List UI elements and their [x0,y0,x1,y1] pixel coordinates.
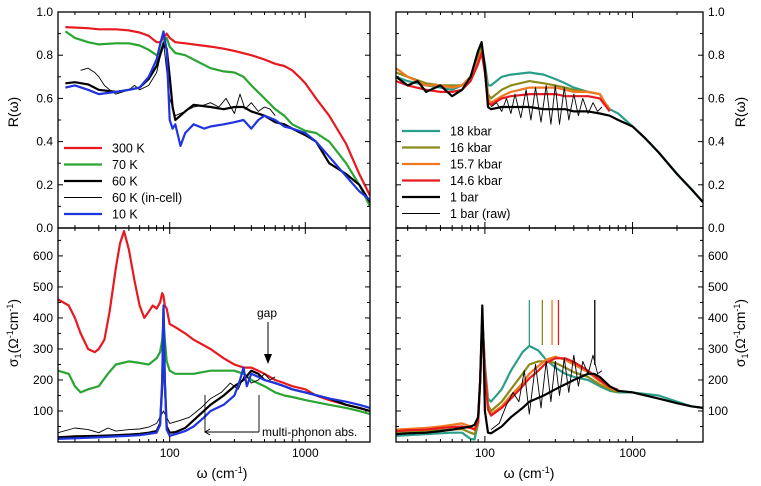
plot-frame [57,227,371,443]
series-line-70-k [64,30,370,207]
xlabel-right: ω (cm-1) [504,465,555,481]
y-tick-label: 500 [708,280,728,294]
series-line-1-bar-raw- [490,84,603,125]
annotation-gap: gap [257,306,277,320]
legend-label: 60 K (in-cell) [112,191,182,205]
y-tick-label: 1.0 [708,5,725,19]
panel-bl: 100 200 300 400 500 600 100 1000 gap multi-phonon… [33,227,371,460]
y-tick-label: 0.4 [36,135,53,149]
y-tick-label: 0.0 [708,221,725,235]
y-tick-label: 400 [708,311,728,325]
legend-label: 70 K [112,158,138,172]
annotation-gap-arrowhead [264,354,272,364]
ylabel-right-bottom: σ1(Ω-1cm-1) [732,299,750,367]
y-tick-label: 300 [708,342,728,356]
series-group [396,304,703,441]
y-tick-label: 600 [708,249,728,263]
series-line-10-k [58,304,370,440]
series-line-60-k [58,307,370,439]
series-line-300-k [58,230,370,413]
legend-label: 10 K [112,208,138,222]
legend-label: 300 K [112,142,145,156]
series-line-16-kbar [396,47,611,110]
legend-label: 60 K [112,175,138,189]
series-line-70-k [58,316,370,416]
series-line-18-kbar [396,316,703,441]
y-tick-label: 0.6 [708,91,725,105]
legend-label: 1 bar [450,191,479,205]
annotation-multiphonon: multi-phonon abs. [262,425,357,439]
annotation-range-arrow [204,428,211,436]
panel-br: 100 200 300 400 500 600 100 1000 [395,227,728,460]
panels: 0.0 0.2 0.4 0.6 0.8 1.0 300 K 70 K 60 K 60 K (in-… [33,5,728,460]
series-group [396,41,703,203]
series-group [58,230,370,440]
y-tick-label: 0.8 [708,48,725,62]
x-tick-label: 1000 [619,446,646,460]
x-tick-label: 1000 [292,446,319,460]
y-tick-label: 0.6 [36,91,53,105]
y-tick-label: 200 [33,373,53,387]
series-line-14-6-kbar [396,316,619,433]
y-tick-label: 500 [33,280,53,294]
ylabel-right-top: R(ω) [732,97,748,127]
x-tick-label: 100 [475,446,495,460]
y-tick-label: 400 [33,311,53,325]
legend-label: 15.7 kbar [450,158,502,172]
legend-label: 18 kbar [450,125,492,139]
series-line-14-6-kbar [396,51,611,113]
series-line-1-bar [396,304,703,436]
y-tick-label: 0.2 [708,178,725,192]
series-line-1-bar [396,41,703,203]
y-tick-label: 0.2 [36,178,53,192]
y-tick-label: 0.8 [36,48,53,62]
legend-label: 16 kbar [450,141,492,155]
y-tick-label: 0.0 [36,221,53,235]
ylabel-left-bottom: σ1(Ω-1cm-1) [5,299,23,367]
y-tick-label: 100 [708,404,728,418]
series-line-15-7-kbar [396,316,619,431]
panel-tl: 0.0 0.2 0.4 0.6 0.8 1.0 300 K 70 K 60 K 60 K (in-… [36,5,371,235]
plot-frame [395,11,704,229]
series-line-60-k-in-cell- [58,373,276,434]
legend-label: 1 bar (raw) [450,207,510,221]
legend-label: 14.6 kbar [450,174,502,188]
series-group [64,26,370,207]
series-line-60-k-in-cell- [80,41,276,117]
y-tick-label: 600 [33,249,53,263]
series-line-15-7-kbar [396,49,611,110]
y-tick-label: 300 [33,342,53,356]
series-line-18-kbar [396,45,703,203]
y-tick-label: 1.0 [36,5,53,19]
y-tick-label: 200 [708,373,728,387]
y-tick-label: 0.4 [708,135,725,149]
series-line-10-k [65,30,370,201]
panel-tr: 0.0 0.2 0.4 0.6 0.8 1.0 18 kbar 16 kbar 15.7 kba… [395,5,725,235]
y-tick-label: 100 [33,404,53,418]
xlabel-left: ω (cm-1) [197,465,248,481]
ylabel-left-top: R(ω) [5,97,21,127]
x-tick-label: 100 [160,446,180,460]
series-line-300-k [65,26,370,197]
series-line-1-bar-raw- [490,354,603,430]
plot-frame [395,227,704,443]
